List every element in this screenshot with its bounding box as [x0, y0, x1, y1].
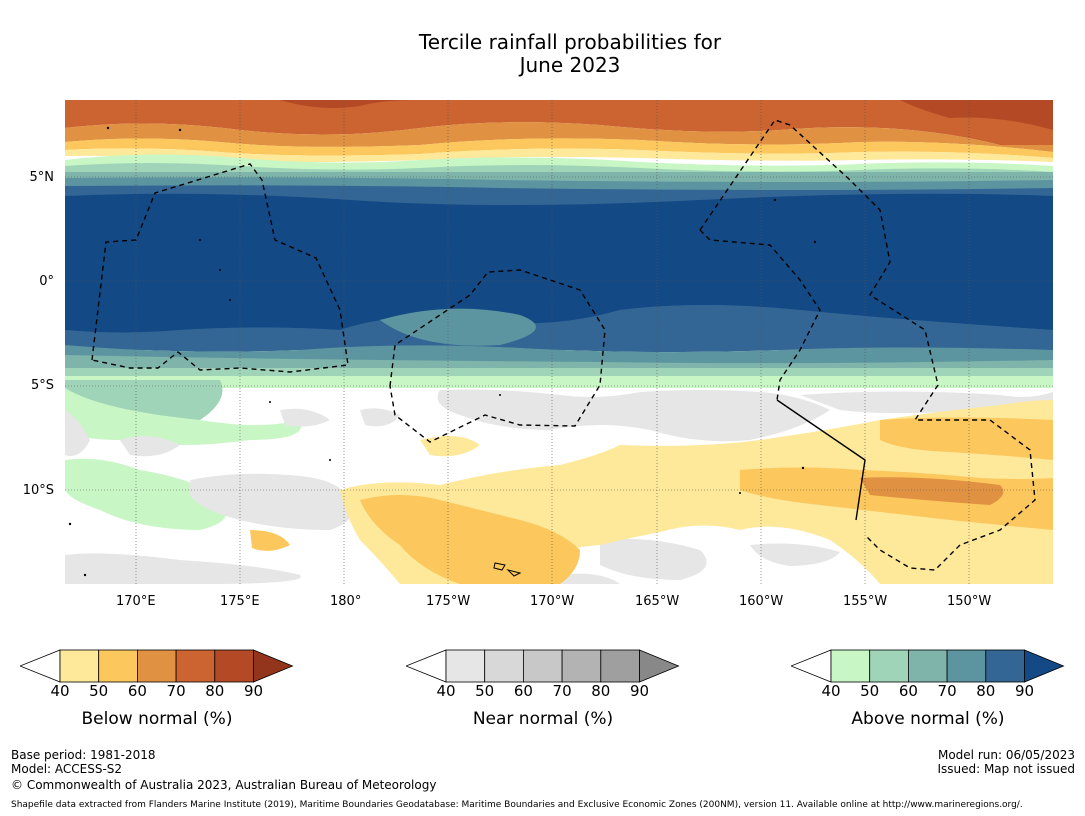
title-line-1: Tercile rainfall probabilities for: [418, 30, 722, 54]
colorbar-tick-label: 60: [898, 682, 918, 700]
x-tick-label: 155°W: [843, 594, 888, 609]
x-tick-label: 175°W: [426, 594, 471, 609]
colorbar-tick-label: 60: [127, 682, 147, 700]
colorbar-segment: [214, 649, 254, 683]
colorbar-tick-label: 40: [50, 682, 70, 700]
x-tick-label: 170°W: [530, 594, 575, 609]
colorbar-tick-label: 70: [937, 682, 957, 700]
colorbar-below-normal: [20, 649, 294, 683]
footer-left: Base period: 1981-2018 Model: ACCESS-S2 …: [11, 748, 436, 792]
colorbar-segment: [946, 649, 987, 683]
y-tick-label: 10°S: [22, 483, 54, 498]
colorbar-segment: [445, 649, 486, 683]
model-name: Model: ACCESS-S2: [11, 762, 123, 776]
colorbar-segment: [869, 649, 909, 683]
colorbar-segment: [98, 649, 138, 683]
colorbar-segment: [484, 649, 524, 683]
colorbar-extend-low: [791, 649, 832, 683]
colorbar-label-below: Below normal (%): [81, 709, 233, 729]
colorbar-label-near: Near normal (%): [472, 709, 614, 729]
colorbar-extend-low: [406, 649, 447, 683]
colorbar-tick-label: 90: [243, 682, 264, 700]
colorbar-tick-label: 40: [821, 682, 841, 700]
x-tick-label: 175°E: [220, 594, 260, 609]
colorbar-segment: [985, 649, 1025, 683]
model-run: Model run: 06/05/2023: [937, 748, 1075, 762]
colorbar-extend-low: [20, 649, 61, 683]
issued-status: Issued: Map not issued: [937, 762, 1075, 776]
colorbar-extend-high: [1024, 649, 1065, 683]
colorbar-tick-label: 50: [89, 682, 109, 700]
title-line-2: June 2023: [519, 53, 621, 77]
colorbar-tick-label: 80: [976, 682, 996, 700]
x-tick-label: 165°W: [635, 594, 680, 609]
rainfall-probability-map: [65, 100, 1053, 584]
colorbar-tick-label: 60: [513, 682, 533, 700]
colorbar-segment: [908, 649, 948, 683]
colorbar-segment: [600, 649, 640, 683]
base-period: Base period: 1981-2018: [11, 748, 156, 762]
colorbar-segment: [561, 649, 602, 683]
colorbar-extend-high: [639, 649, 680, 683]
colorbar-near-normal: [406, 649, 680, 683]
colorbar-tick-label: 50: [475, 682, 495, 700]
copyright: © Commonwealth of Australia 2023, Austra…: [11, 778, 437, 792]
colorbar-tick-label: 80: [591, 682, 611, 700]
colorbar-label-above: Above normal (%): [851, 709, 1005, 729]
colorbar-tick-label: 50: [860, 682, 880, 700]
colorbar-tick-label: 90: [1014, 682, 1035, 700]
colorbar-segment: [137, 649, 177, 683]
colorbar-tick-label: 70: [552, 682, 572, 700]
colorbar-segment: [175, 649, 216, 683]
x-tick-label: 160°W: [739, 594, 784, 609]
colorbar-above-normal: [791, 649, 1065, 683]
colorbar-tick-label: 90: [629, 682, 650, 700]
colorbar-tick-label: 80: [205, 682, 225, 700]
colorbar-segment: [830, 649, 871, 683]
footer-right: Model run: 06/05/2023 Issued: Map not is…: [937, 748, 1075, 776]
chart-title: Tercile rainfall probabilities for June …: [0, 31, 1085, 77]
colorbar-tick-label: 70: [166, 682, 186, 700]
colorbar-extend-high: [253, 649, 294, 683]
colorbar-segment: [523, 649, 563, 683]
x-tick-label: 180°: [330, 594, 362, 609]
x-tick-label: 170°E: [116, 594, 156, 609]
colorbar-segment: [59, 649, 100, 683]
x-tick-label: 150°W: [947, 594, 992, 609]
colorbar-tick-label: 40: [436, 682, 456, 700]
y-tick-label: 5°S: [30, 378, 54, 393]
shapefile-credit: Shapefile data extracted from Flanders M…: [11, 800, 1023, 810]
y-tick-label: 5°N: [29, 170, 55, 185]
y-tick-label: 0°: [39, 274, 54, 289]
